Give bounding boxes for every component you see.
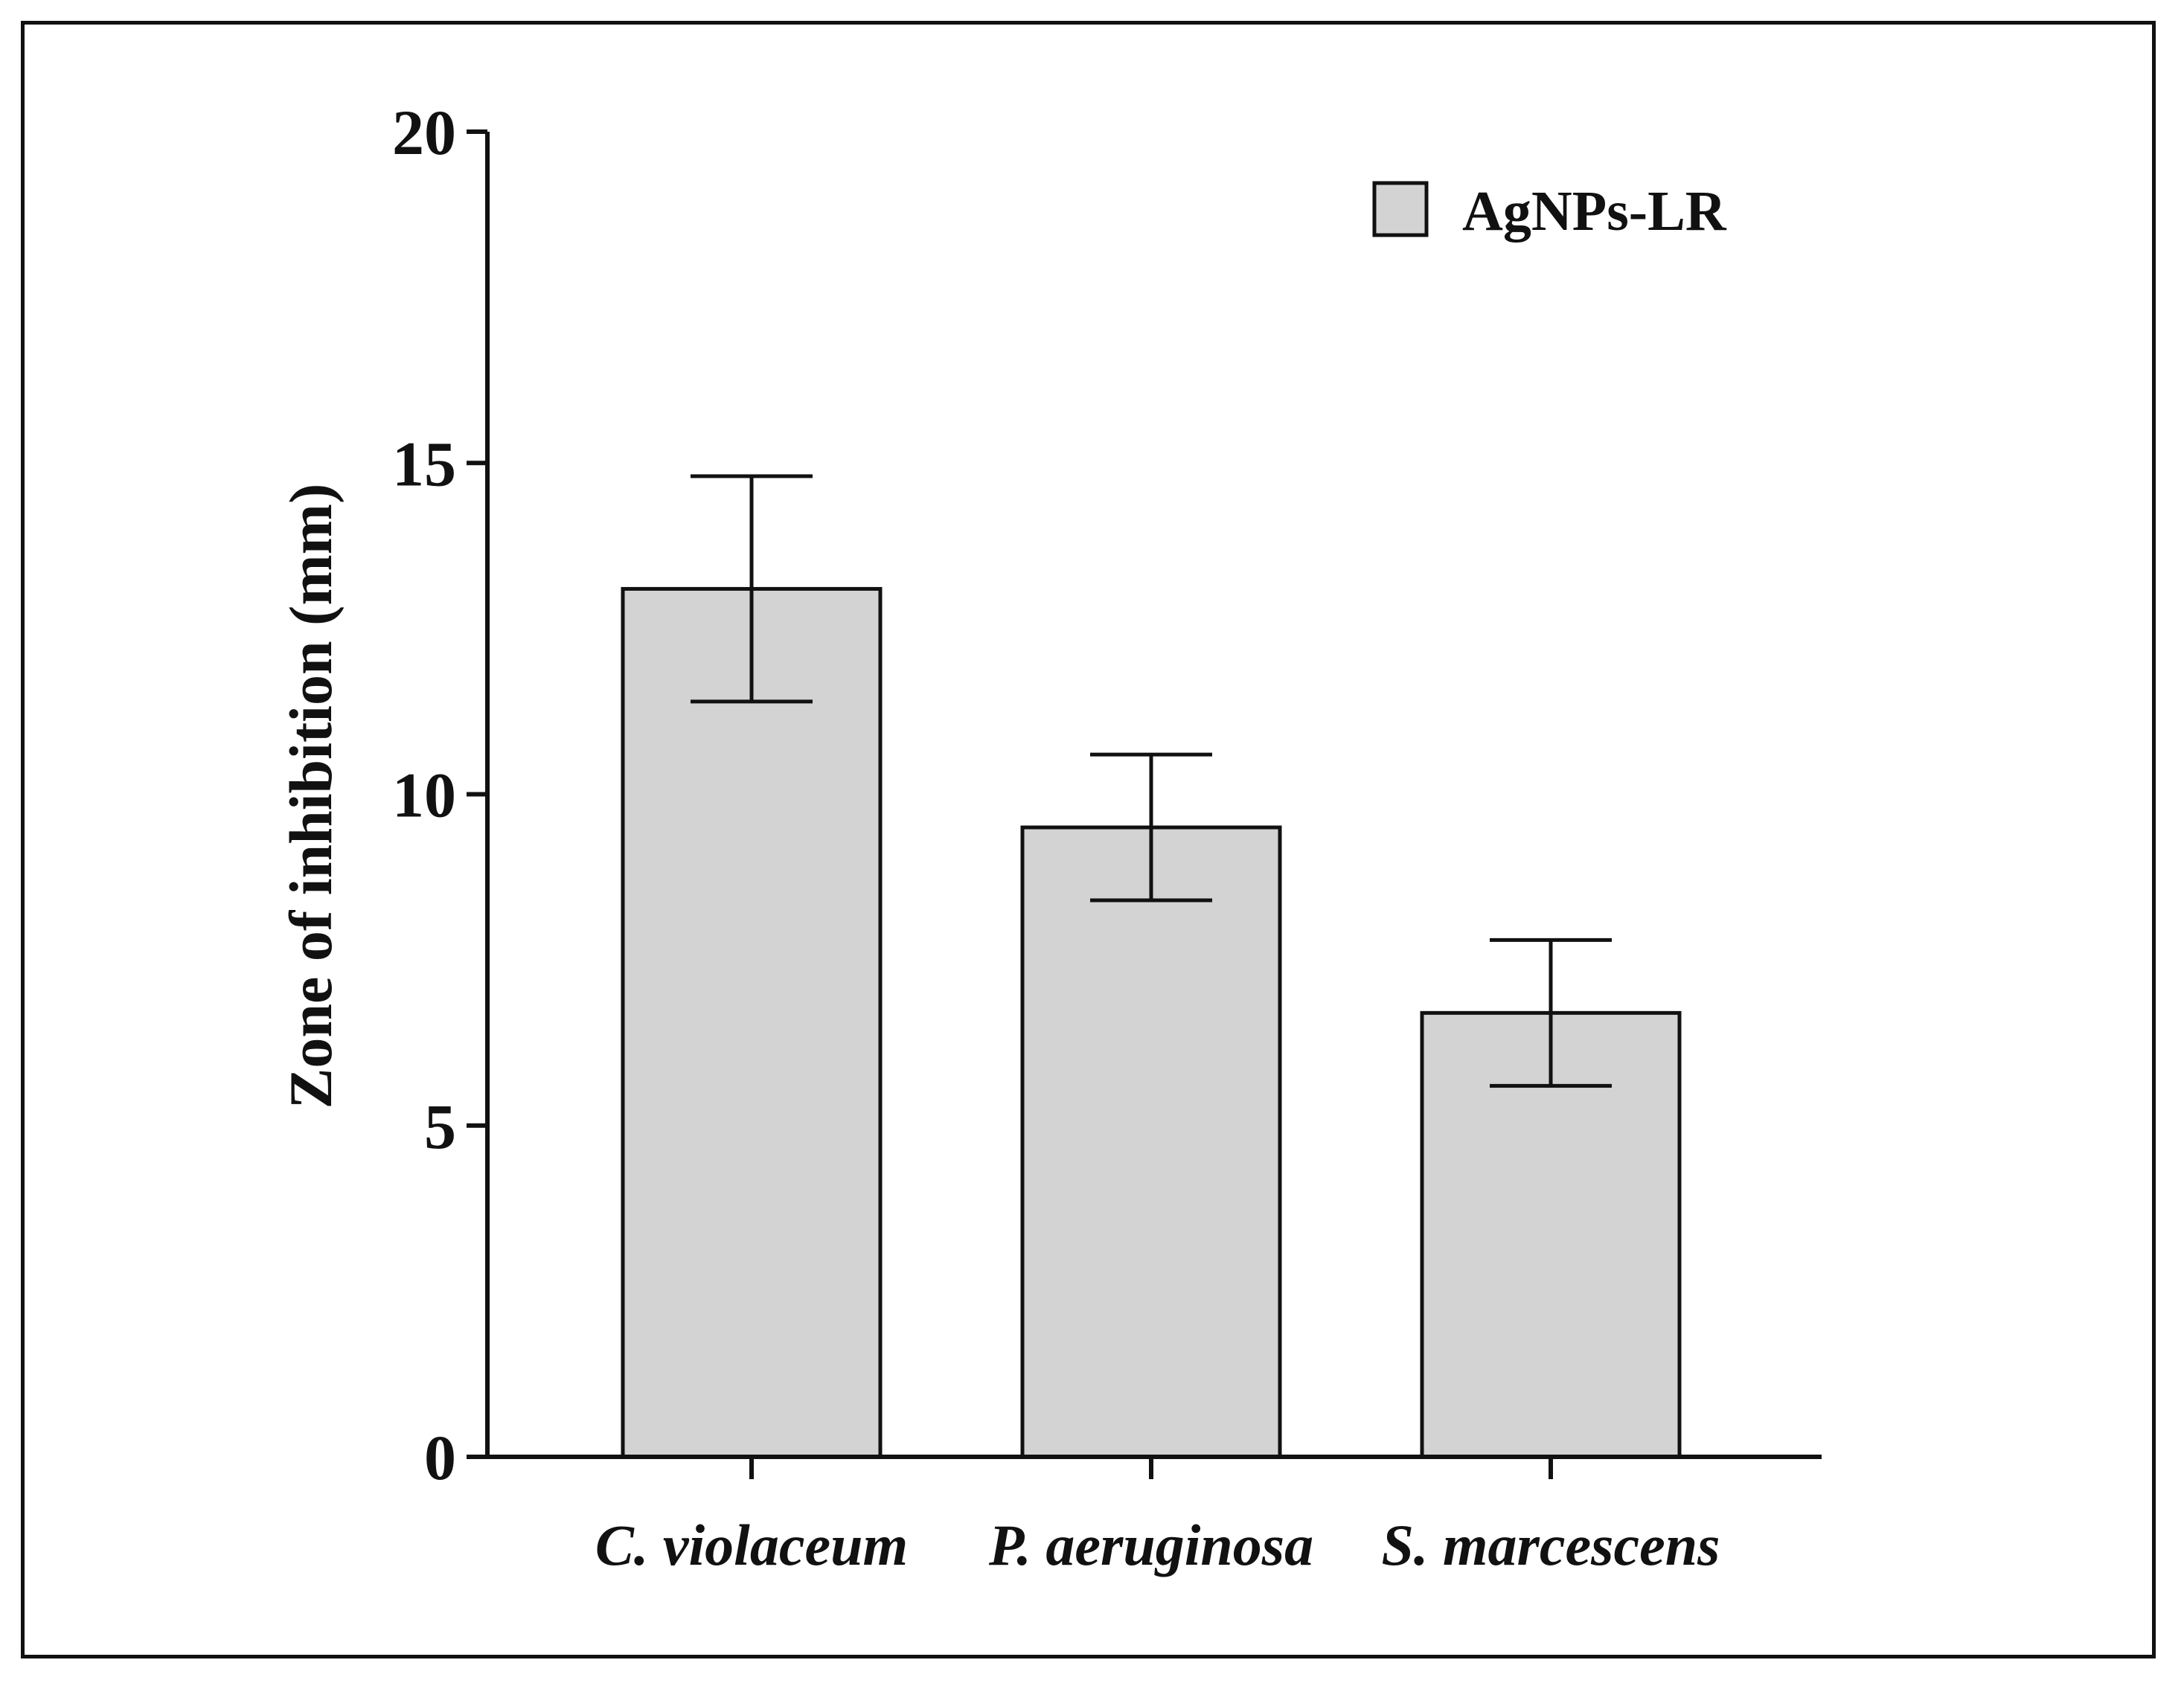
y-ticks: 0 5 10 15 20 bbox=[392, 97, 487, 1493]
legend-label: AgNPs-LR bbox=[1462, 180, 1727, 243]
bar-2 bbox=[1020, 825, 1282, 1459]
y-tick-label-5: 5 bbox=[424, 1091, 456, 1162]
x-tick-label-2: P. aeruginosa bbox=[988, 1513, 1313, 1577]
x-tick-label-1: C. violaceum bbox=[595, 1513, 908, 1577]
legend-swatch bbox=[1372, 181, 1429, 237]
x-labels: C. violaceum P. aeruginosa S. marcescens bbox=[595, 1513, 1720, 1577]
legend: AgNPs-LR bbox=[1372, 180, 1727, 243]
y-tick-label-0: 0 bbox=[424, 1422, 456, 1493]
x-axis bbox=[485, 1455, 1822, 1479]
y-tick-label-15: 15 bbox=[392, 428, 456, 499]
error-bars bbox=[691, 474, 1612, 1088]
y-axis-title: Zone of inhibition (mm) bbox=[277, 484, 345, 1109]
y-tick-label-10: 10 bbox=[392, 760, 456, 831]
x-tick-label-3: S. marcescens bbox=[1382, 1513, 1720, 1577]
y-tick-label-20: 20 bbox=[392, 97, 456, 168]
bar-1 bbox=[621, 586, 883, 1459]
bars bbox=[621, 586, 1682, 1459]
